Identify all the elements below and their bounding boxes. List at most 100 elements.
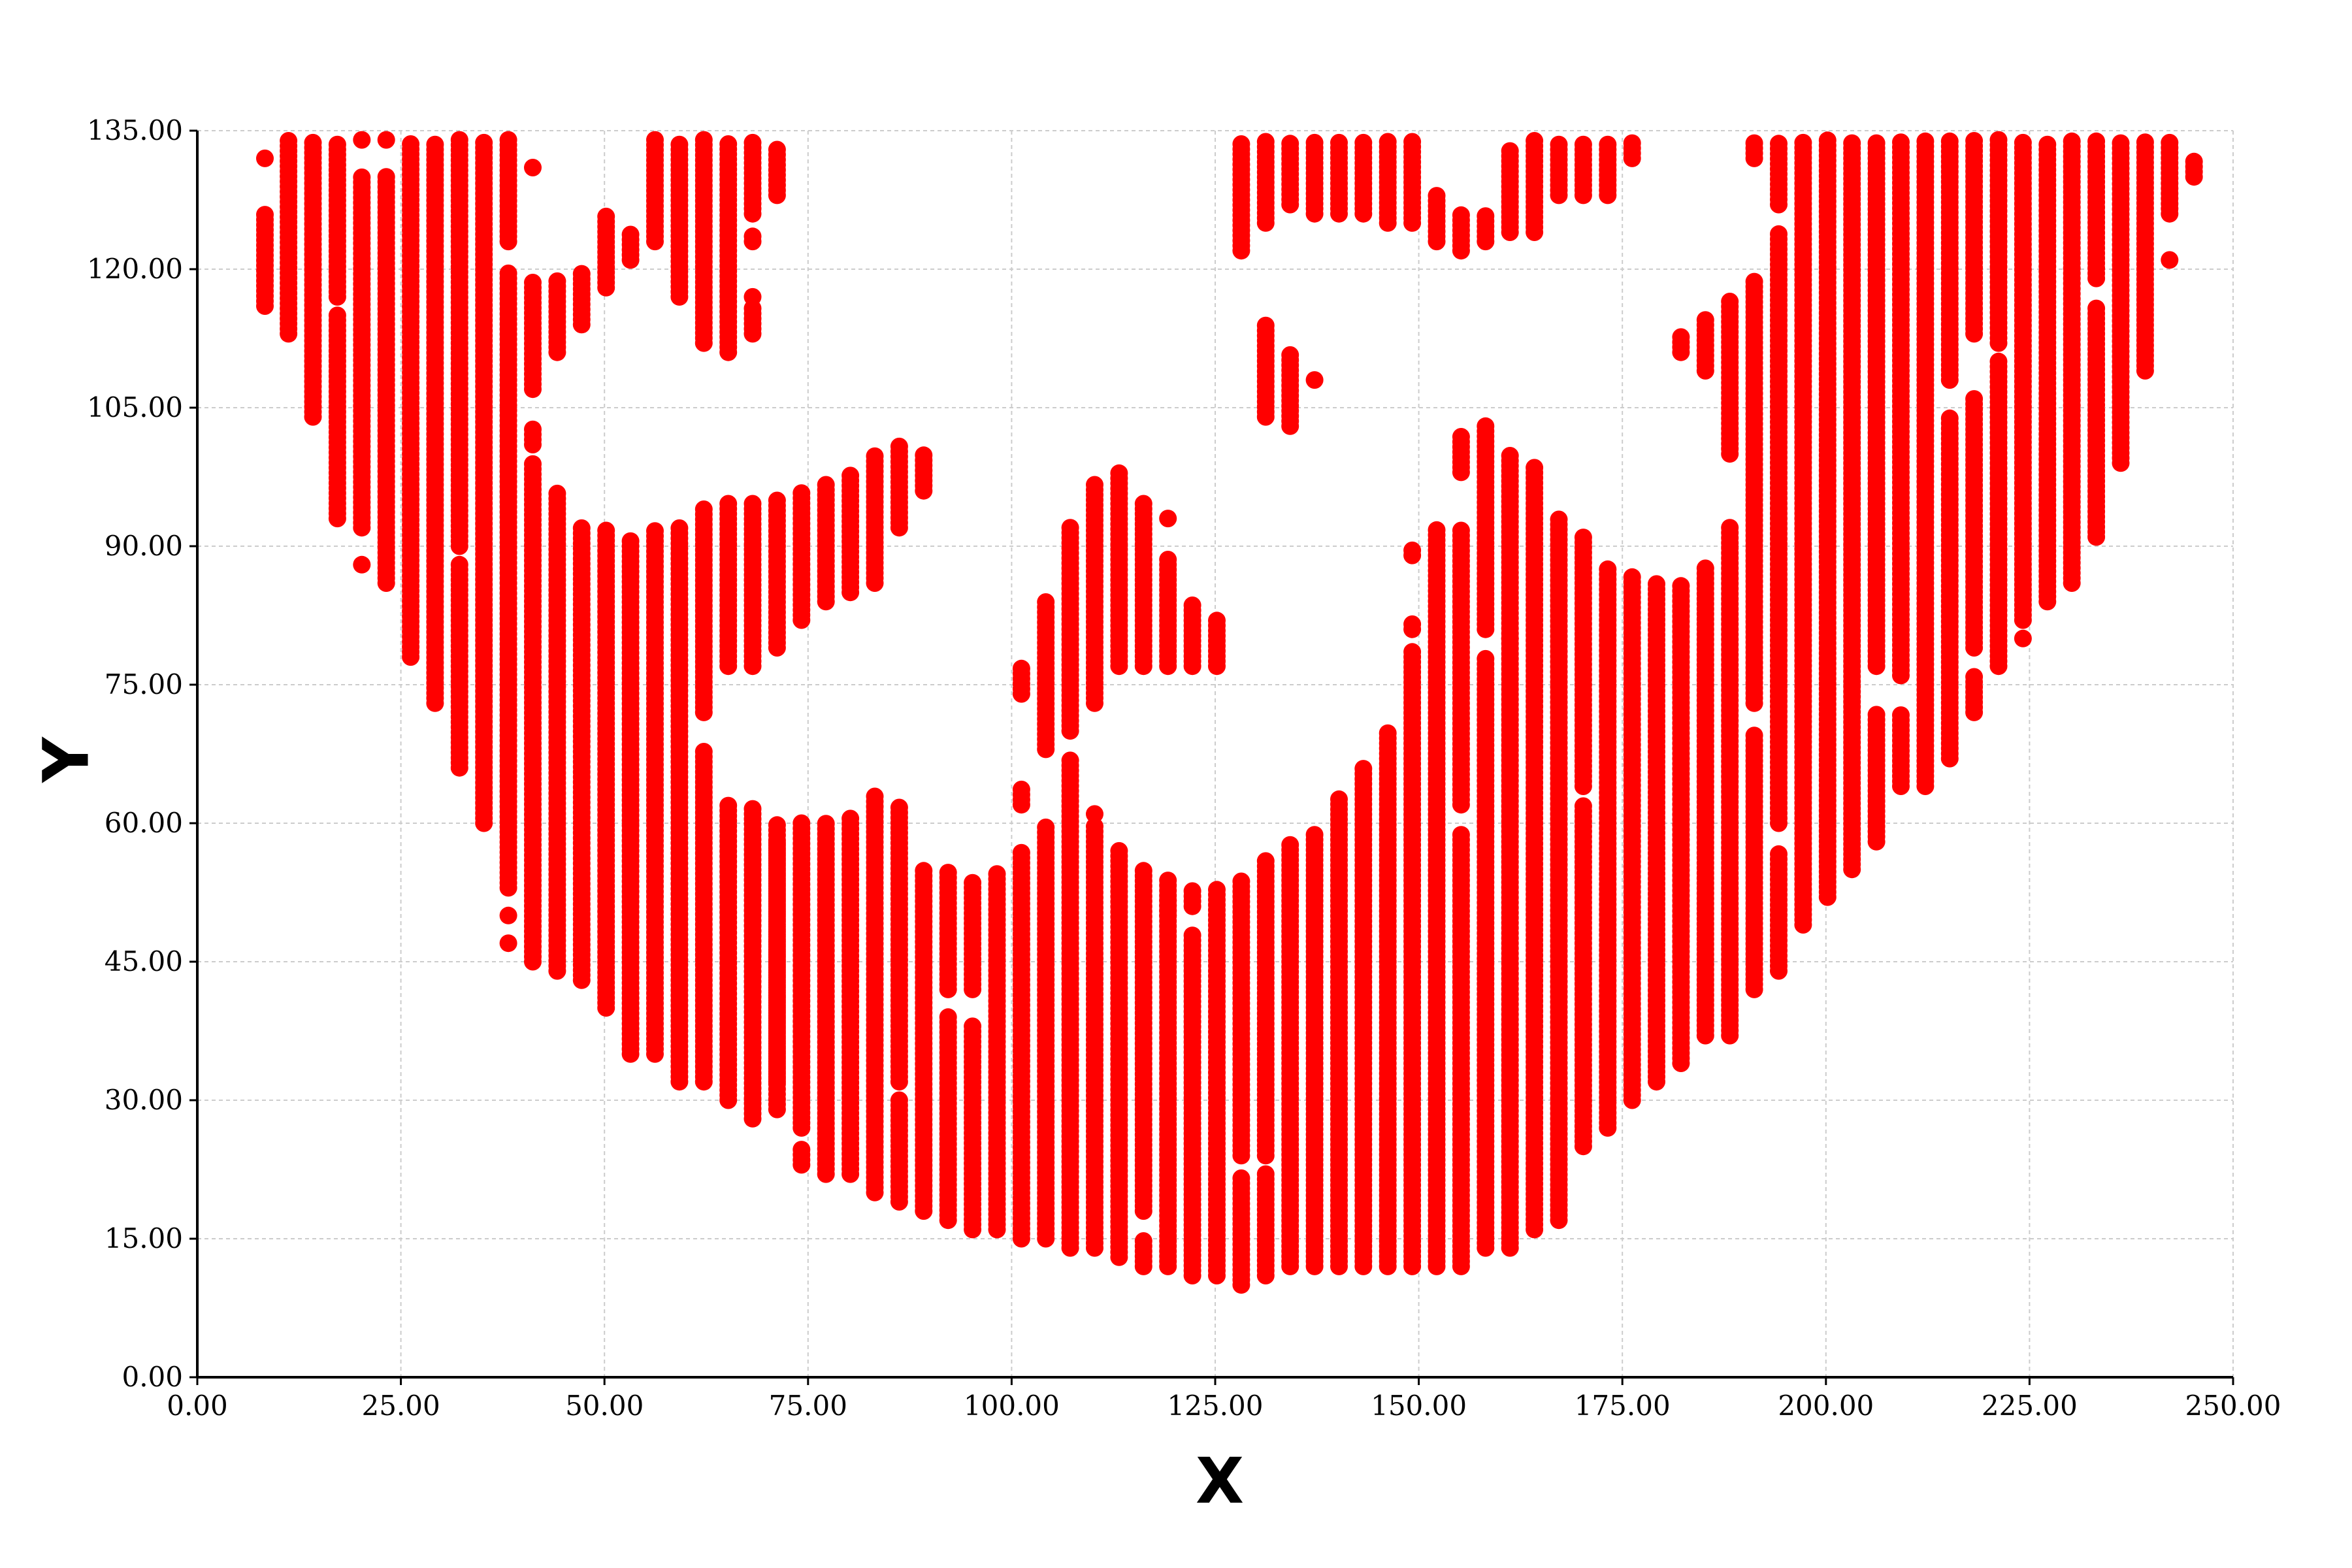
scatter-point [1183,882,1201,900]
scatter-point [597,521,615,540]
scatter-point [719,135,738,153]
scatter-point [1256,852,1275,870]
scatter-point [768,834,786,852]
scatter-point [1330,790,1348,808]
scatter-point [743,287,762,306]
scatter-point [548,272,566,290]
scatter-point [768,816,786,834]
scatter-point [1354,760,1373,778]
scatter-point [1037,818,1055,836]
scatter-point [1281,346,1299,364]
scatter-point [256,206,274,224]
scatter-point [1061,751,1079,770]
scatter-point [915,446,933,465]
scatter-point [694,743,713,760]
scatter-point [719,796,738,815]
scatter-point [964,874,982,892]
scatter-point [915,862,933,880]
scatter-point [548,484,566,502]
scatter-point [768,140,786,159]
scatter-point [402,135,420,153]
scatter-point [450,555,468,574]
scatter-point [1110,464,1128,482]
scatter-point [1379,724,1397,742]
scatter-point [1232,135,1250,153]
scatter-point [866,447,884,465]
scatter-point [1159,510,1177,528]
scatter-point [280,132,298,150]
scatter-point [1256,316,1275,335]
scatter-point [670,135,689,154]
scatter-point [890,1091,908,1109]
scatter-point [792,814,811,832]
scatter-point [694,131,713,149]
scatter-point [1134,495,1152,513]
scatter-point [1012,659,1030,678]
scatter-point [1403,541,1422,559]
scatter-point [1012,843,1030,862]
scatter-point [1403,615,1422,633]
scatter-point [426,135,444,154]
scatter-point [1232,872,1250,890]
scatter-point [646,131,664,149]
scatter-point [1061,519,1079,537]
scatter-point [1134,1232,1152,1250]
scatter-point [597,207,615,225]
scatter-point [1281,135,1299,153]
scatter-point [621,225,640,244]
scatter-point [1256,133,1275,151]
scatter-point [524,455,542,473]
scatter-point [719,495,738,513]
scatter-point [1208,612,1226,630]
scatter-point [939,864,957,882]
scatter-point [1403,643,1422,661]
scatter-point [1086,817,1103,836]
scatter-point [1281,836,1299,854]
scatter-point [890,798,908,817]
scatter-point [524,274,542,291]
scatter-point [964,1017,982,1036]
scatter-point [743,227,762,246]
scatter-point [353,555,371,574]
scatter-point [1403,133,1422,151]
scatter-point [1159,872,1177,890]
scatter-point [1012,780,1030,798]
scatter-point [1232,1169,1250,1187]
scatter-point [1256,1165,1275,1183]
scatter-point [1354,133,1373,152]
scatter-point [841,809,860,828]
scatter-point [1159,891,1177,909]
scatter-points [256,131,2203,1294]
scatter-point [939,1008,957,1026]
scatter-point [524,159,542,176]
scatter-point [1305,826,1324,844]
scatter-point [743,800,762,818]
scatter-point [792,484,811,502]
scatter-point [1159,551,1177,568]
scatter-point [1183,596,1201,614]
scatter-point [792,1141,811,1159]
scatter-point [768,491,786,510]
scatter-point [1134,862,1152,880]
scatter-point [743,495,762,513]
scatter-point [499,264,517,282]
scatter-point [1208,881,1226,899]
scatter-point [524,420,542,438]
scatter-point [1110,841,1128,860]
scatter-point [866,787,884,806]
scatter-point [572,265,591,283]
scatter-point [817,476,835,494]
scatter-point [328,306,346,325]
scatter-point [353,168,371,186]
scatter-point [670,519,689,537]
scatter-point [1305,371,1324,389]
scatter-point [1086,476,1103,494]
scatter-point [890,437,908,455]
scatter-point [450,131,468,149]
scatter-point [499,934,517,953]
scatter-point [328,135,346,154]
scatter-point [1379,133,1397,151]
scatter-point [988,865,1006,883]
scatter-point [475,133,493,152]
